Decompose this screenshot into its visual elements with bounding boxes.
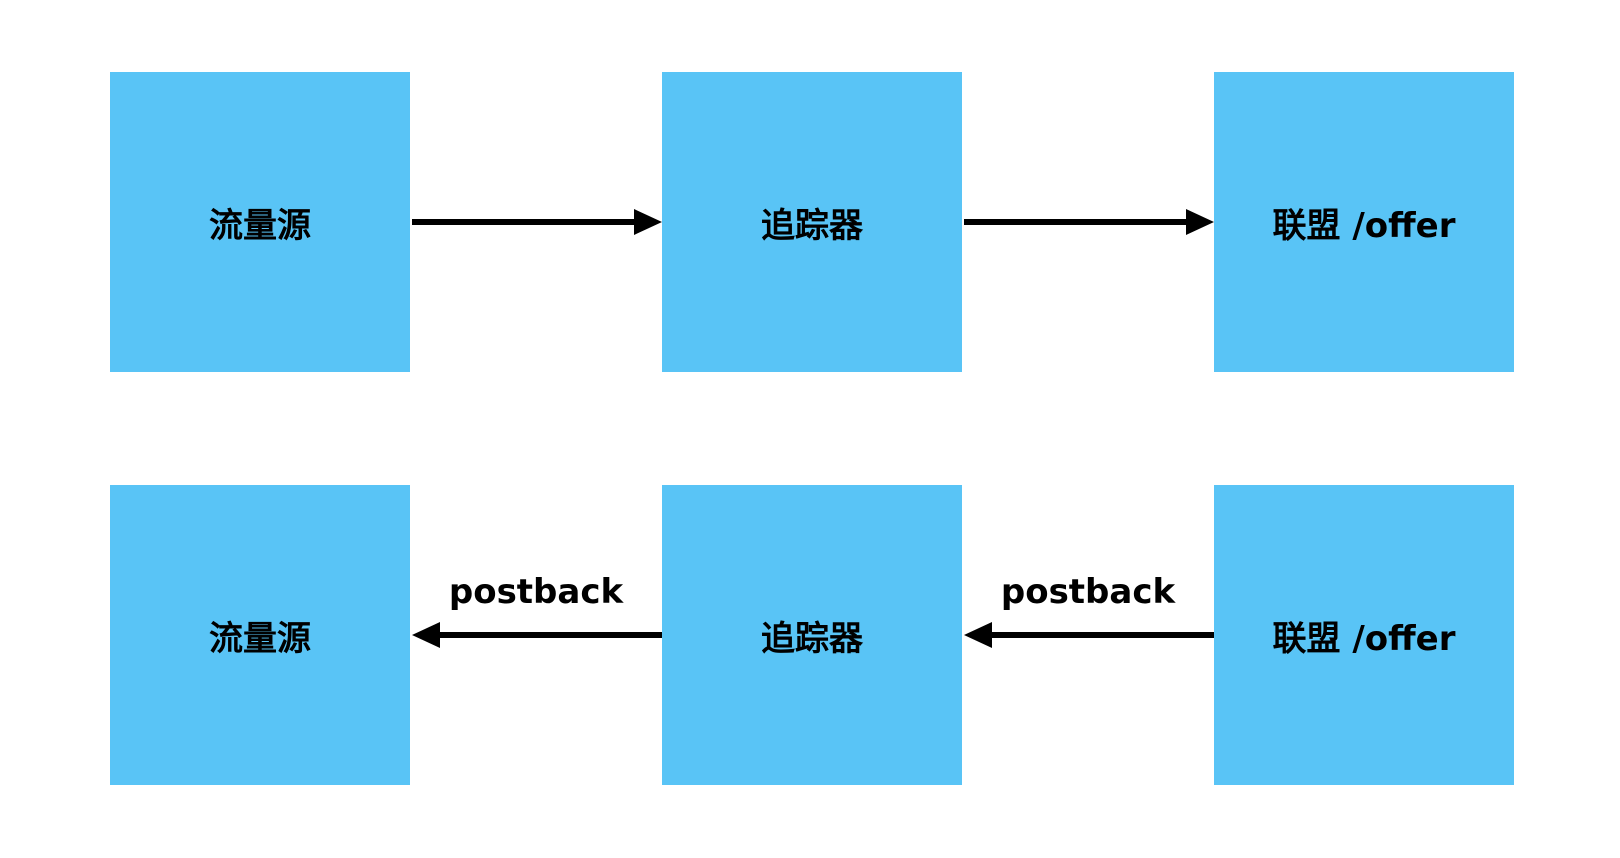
arrow-tracker-to-source-postback [412, 622, 662, 648]
node-affiliate-offer: 联盟 /offer [1214, 72, 1514, 372]
node-label: 追踪器 [761, 205, 863, 246]
node-tracker: 追踪器 [662, 72, 962, 372]
node-label: 联盟 /offer [1272, 205, 1456, 246]
node-traffic-source: 流量源 [110, 72, 410, 372]
node-affiliate-offer-postback: 联盟 /offer [1214, 485, 1514, 785]
node-label: 追踪器 [761, 618, 863, 659]
node-tracker-postback: 追踪器 [662, 485, 962, 785]
arrow-source-to-tracker [412, 209, 662, 235]
arrow-tracker-to-offer [964, 209, 1214, 235]
edge-label-postback-offer-to-tracker: postback [1000, 572, 1176, 612]
node-traffic-source-postback: 流量源 [110, 485, 410, 785]
edge-label-postback-tracker-to-source: postback [448, 572, 624, 612]
node-label: 流量源 [209, 618, 311, 659]
arrow-offer-to-tracker-postback [964, 622, 1214, 648]
node-label: 联盟 /offer [1272, 618, 1456, 659]
node-label: 流量源 [209, 205, 311, 246]
